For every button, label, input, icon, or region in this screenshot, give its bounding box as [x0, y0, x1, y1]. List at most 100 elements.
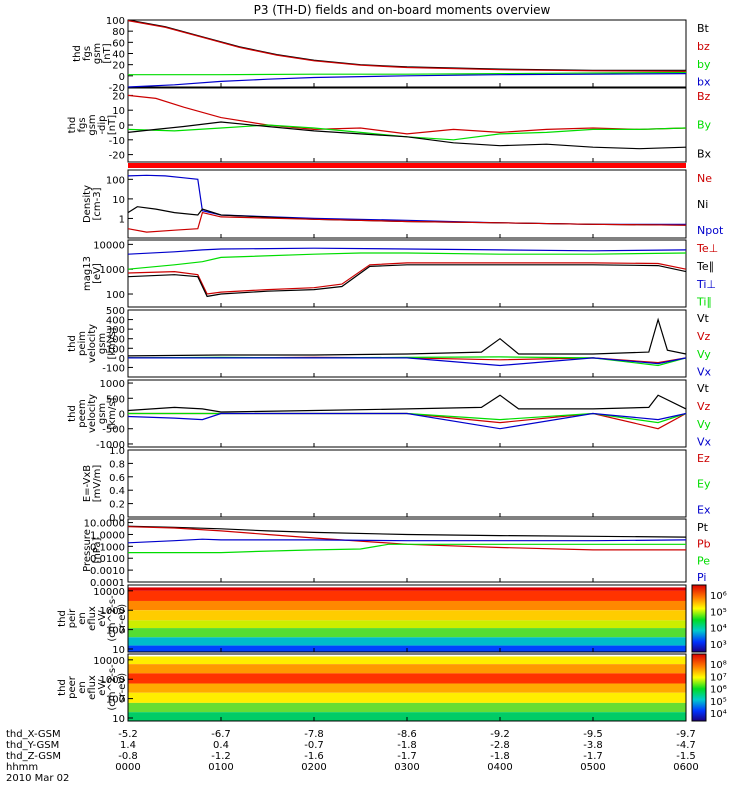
colorbar: [691, 584, 707, 653]
y-tick-label: 0.0: [109, 513, 125, 524]
legend-label: Bx: [697, 147, 712, 160]
legend-label: Bt: [697, 22, 710, 35]
legend-label: Ez: [697, 452, 710, 465]
legend-label: by: [697, 58, 711, 71]
x-axis-row-label: thd_Y-GSM: [6, 740, 59, 751]
series-line-black: [127, 317, 687, 357]
y-axis-label: thd: [57, 679, 68, 696]
chart-title: P3 (TH-D) fields and on-board moments ov…: [254, 3, 551, 17]
y-tick-label: 0.0001: [90, 578, 125, 589]
legend-label: Pe: [697, 554, 710, 567]
panel-frame: [127, 169, 687, 239]
y-tick-label: 10: [112, 714, 125, 725]
legend-label: bx: [697, 76, 711, 89]
x-axis-value: -0.8: [118, 751, 138, 762]
colorbar-tick-label: 10⁸: [710, 660, 727, 671]
x-axis-value: -0.7: [304, 740, 324, 751]
y-axis-label: peim: [77, 331, 88, 356]
panel-frame: [127, 19, 687, 88]
panel-frame: [127, 87, 687, 163]
y-axis-label: velocity: [87, 324, 98, 363]
series-line-red: [127, 94, 687, 135]
x-axis-value: -8.6: [397, 729, 417, 740]
y-axis-label: thd: [72, 45, 83, 62]
y-tick-label: -100: [102, 363, 125, 374]
x-axis-value: 0.4: [213, 740, 229, 751]
x-axis-value: 0400: [487, 762, 512, 773]
colorbar-tick-label: 10⁶: [710, 685, 727, 696]
legend-label: Npot: [697, 224, 724, 237]
y-tick-label: 100: [106, 695, 125, 706]
y-tick-label: 1: [119, 214, 125, 225]
series-line-blue: [127, 412, 687, 430]
colorbar-tick-label: 10⁵: [710, 697, 727, 708]
series-line-black: [127, 525, 687, 538]
y-axis-label: peem: [77, 399, 88, 427]
y-tick-label: 0: [119, 354, 125, 365]
series-line-black: [127, 264, 687, 298]
y-axis-label: [nPa]: [92, 537, 103, 563]
legend-label: Vt: [697, 312, 710, 325]
y-tick-label: 1000: [100, 606, 125, 617]
y-tick-label: 40: [112, 50, 125, 61]
y-tick-label: 20: [112, 91, 125, 102]
spectrogram-band: [128, 600, 686, 611]
colorbar-tick-label: 10⁴: [710, 709, 727, 720]
y-axis-label: [nT]: [107, 115, 118, 135]
legend-label: Pb: [697, 538, 711, 551]
colorbar-tick-label: 10⁵: [710, 607, 727, 618]
x-axis-value: -9.7: [676, 729, 696, 740]
legend-label: Vz: [697, 400, 711, 413]
y-tick-label: 0.4: [109, 486, 125, 497]
colorbar-tick-label: 10⁷: [710, 672, 727, 683]
y-axis-label: thd: [67, 117, 78, 134]
spectrogram-band: [128, 637, 686, 646]
y-tick-label: 10000: [93, 587, 125, 598]
y-tick-label: 100: [106, 16, 125, 27]
x-axis-value: 0000: [115, 762, 140, 773]
y-tick-label: 20: [112, 61, 125, 72]
y-tick-label: 60: [112, 38, 125, 49]
y-tick-label: -20: [109, 151, 125, 162]
y-tick-label: 0.0010: [90, 566, 125, 577]
legend-label: Pi: [697, 571, 706, 584]
legend-label: Ex: [697, 503, 711, 516]
x-axis-value: 0300: [394, 762, 419, 773]
y-tick-label: 1000: [100, 265, 125, 276]
y-tick-label: 10000: [93, 240, 125, 251]
x-axis-value: -2.8: [490, 740, 510, 751]
spectrogram-band: [128, 664, 686, 674]
y-tick-label: 1.0: [109, 446, 125, 457]
y-axis-label: gsm: [87, 114, 98, 135]
y-tick-label: 200: [106, 335, 125, 346]
legend-label: Ey: [697, 478, 711, 491]
y-axis-label: (cm^2-s-: [107, 595, 118, 642]
series-line-blue: [127, 174, 686, 225]
y-tick-label: 10.0000: [84, 519, 125, 530]
y-axis-label: en: [77, 612, 88, 625]
y-tick-label: 0: [119, 121, 125, 132]
y-tick-label: 0: [119, 410, 125, 421]
x-axis-value: -1.6: [304, 751, 324, 762]
y-tick-label: 80: [112, 27, 125, 38]
colorbar-tick-label: 10³: [710, 640, 727, 651]
y-axis-label: en: [77, 681, 88, 694]
x-axis-value: 0600: [673, 762, 698, 773]
y-tick-label: 0.6: [109, 473, 125, 484]
y-axis-label: Pressure: [82, 529, 93, 572]
series-line-blue: [127, 247, 687, 255]
series-line-black: [127, 19, 686, 71]
x-axis-value: -3.8: [583, 740, 603, 751]
y-tick-label: -20: [109, 83, 125, 94]
y-tick-label: 500: [106, 394, 125, 405]
x-axis-row-label: thd_X-GSM: [6, 729, 61, 740]
x-axis-value: -9.2: [490, 729, 510, 740]
x-axis-value: -9.5: [583, 729, 603, 740]
y-tick-label: 1.0000: [90, 530, 125, 541]
y-axis-label: peer: [67, 675, 78, 699]
y-axis-label: [cm-3]: [92, 187, 103, 220]
x-axis-value: -1.7: [397, 751, 417, 762]
spectrogram-band: [128, 673, 686, 684]
series-line-red: [128, 412, 687, 430]
y-tick-label: 1000: [100, 379, 125, 390]
